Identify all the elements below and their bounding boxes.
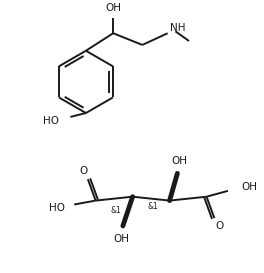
- Text: OH: OH: [242, 182, 258, 192]
- Text: OH: OH: [105, 3, 121, 13]
- Text: HO: HO: [43, 116, 59, 126]
- Text: HO: HO: [49, 203, 64, 213]
- Text: &1: &1: [111, 206, 121, 215]
- Text: O: O: [215, 221, 223, 231]
- Text: O: O: [80, 167, 88, 176]
- Text: NH: NH: [169, 23, 185, 33]
- Text: OH: OH: [171, 156, 187, 165]
- Text: &1: &1: [148, 202, 158, 211]
- Text: OH: OH: [113, 234, 129, 244]
